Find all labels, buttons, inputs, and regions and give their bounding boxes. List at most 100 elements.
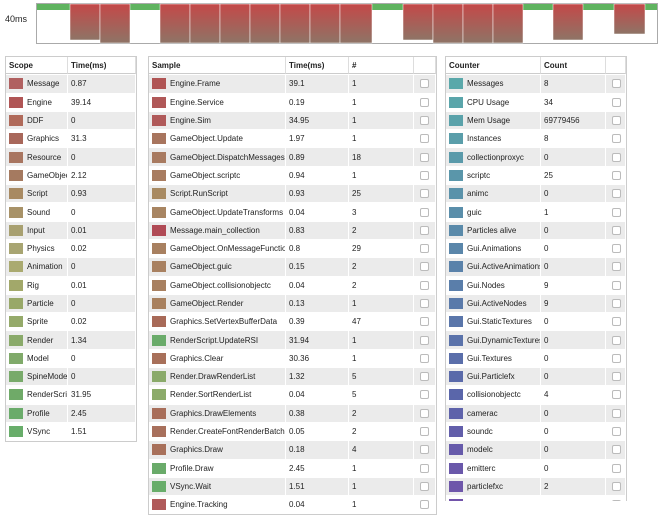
table-row: Gui.Nodes 9 [446,276,626,295]
row-name: Engine.Frame [170,79,221,89]
row-name: Engine.Sim [170,116,211,126]
header-cell: Counter [446,57,541,74]
checkbox[interactable] [420,189,429,199]
header-row: Scope Time(ms) [6,57,136,75]
cell: 3 [349,203,414,222]
checkbox[interactable] [420,262,429,272]
row-value: 1 [352,353,357,363]
checkbox[interactable] [612,427,621,437]
checkbox[interactable] [612,445,621,455]
checkbox[interactable] [420,335,429,345]
checkbox[interactable] [612,262,621,272]
cell [606,239,626,259]
row-value: 1.32 [289,372,305,382]
checkbox[interactable] [612,463,621,473]
color-swatch [9,334,23,346]
row-value: 0.15 [289,262,305,272]
row-name: GameObject [27,170,68,180]
checkbox[interactable] [420,463,429,473]
table-row: RenderScript.UpdateRSI 31.94 1 [149,331,436,350]
cell [606,221,626,240]
checkbox[interactable] [612,134,621,144]
color-swatch [9,78,23,90]
cell: collisionobjectc [446,386,541,405]
cell [606,294,626,314]
color-swatch [449,151,463,163]
cell: 0.02 [68,313,136,332]
checkbox[interactable] [612,299,621,308]
cell [606,258,626,277]
checkbox[interactable] [612,189,621,199]
checkbox[interactable] [612,152,621,162]
checkbox[interactable] [420,445,429,455]
checkbox[interactable] [612,116,621,126]
checkbox[interactable] [612,390,621,400]
checkbox[interactable] [420,481,429,491]
row-value: 1 [352,116,357,126]
checkbox[interactable] [612,79,621,89]
color-swatch [449,261,463,273]
checkbox[interactable] [420,299,429,308]
checkbox[interactable] [612,408,621,418]
checkbox[interactable] [612,372,621,382]
checkbox[interactable] [420,97,429,107]
checkbox[interactable] [612,207,621,217]
cell [414,111,436,131]
table-row: Graphics 31.3 [6,130,136,149]
color-swatch [152,389,166,401]
checkbox[interactable] [612,97,621,107]
checkbox[interactable] [612,244,621,254]
table-row: Input 0.01 [6,221,136,240]
checkbox[interactable] [420,408,429,418]
table-row: GameObject.guic 0.15 2 [149,258,436,277]
checkbox[interactable] [612,353,621,363]
checkbox[interactable] [420,79,429,89]
checkbox[interactable] [420,500,429,510]
checkbox[interactable] [420,353,429,363]
cell: Render.CreateFontRenderBatch [149,422,286,442]
checkbox[interactable] [420,390,429,400]
cell: 0.94 [286,166,349,186]
checkbox[interactable] [420,427,429,437]
cell [606,331,626,350]
cell: Gui.Nodes [446,276,541,295]
checkbox[interactable] [612,500,621,501]
checkbox[interactable] [420,372,429,382]
checkbox[interactable] [420,116,429,126]
color-swatch [449,298,463,309]
checkbox[interactable] [612,317,621,327]
row-name: GameObject.UpdateTransforms [170,207,284,217]
checkbox[interactable] [420,244,429,254]
checkbox[interactable] [420,134,429,144]
checkbox[interactable] [612,280,621,290]
row-value: 1.51 [289,481,305,491]
checkbox[interactable] [420,317,429,327]
checkbox[interactable] [420,207,429,217]
row-name: Messages [467,79,504,89]
checkbox[interactable] [612,225,621,235]
profiler-page: 40ms (() => { const data = JSON.parse(do… [5,3,658,515]
cell: Graphics.DrawElements [149,404,286,423]
row-value: 0 [544,225,549,235]
table-row: GameObject.collisionobjectc 0.04 2 [149,276,436,295]
color-swatch [9,133,23,145]
checkbox[interactable] [420,170,429,180]
row-value: 1 [352,134,357,144]
table-row: Graphics.Clear 30.36 1 [149,349,436,369]
checkbox[interactable] [612,170,621,180]
row-value: 0 [71,372,76,382]
row-name: Script [27,189,48,199]
cell: Message.main_collection [149,221,286,240]
cell: VSync [6,422,68,442]
checkbox[interactable] [612,335,621,345]
checkbox[interactable] [420,225,429,235]
checkbox[interactable] [420,152,429,162]
cell: Graphics.Draw [149,441,286,460]
table-row: collectionproxyc 0 [446,148,626,167]
row-value: 25 [352,189,361,199]
checkbox[interactable] [612,481,621,491]
color-swatch [152,224,166,236]
cell: 1 [349,294,414,314]
cell: 1 [541,203,606,222]
checkbox[interactable] [420,280,429,290]
